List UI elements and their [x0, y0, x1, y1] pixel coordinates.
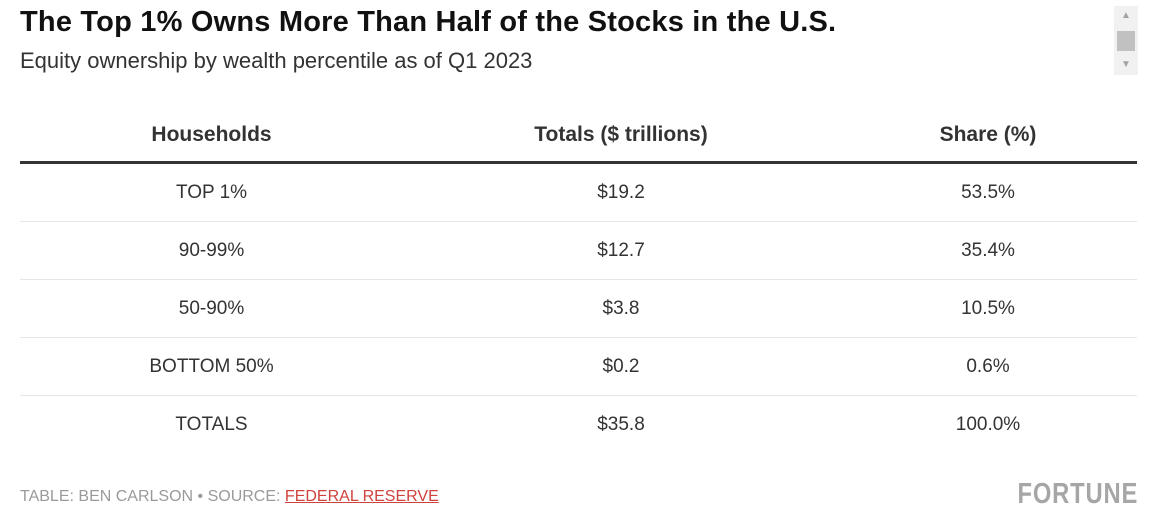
scroll-up-icon[interactable]: ▲: [1121, 10, 1131, 21]
cell-totals: $12.7: [597, 239, 645, 261]
cell-households: TOTALS: [175, 413, 248, 435]
cell-totals: $19.2: [597, 181, 645, 203]
scrollbar[interactable]: ▲ ▼: [1114, 6, 1138, 75]
table-row: TOP 1% $19.2 53.5%: [20, 164, 1137, 222]
fortune-logo: FORTUNE: [1017, 478, 1138, 510]
table-row: 90-99% $12.7 35.4%: [20, 222, 1137, 280]
cell-share: 35.4%: [961, 239, 1015, 261]
cell-households: 90-99%: [178, 239, 245, 261]
cell-share: 0.6%: [966, 355, 1010, 377]
table-row: BOTTOM 50% $0.2 0.6%: [20, 338, 1137, 396]
column-header-households: Households: [151, 122, 272, 146]
cell-households: 50-90%: [178, 297, 245, 319]
cell-totals: $3.8: [602, 297, 640, 319]
footer-credit: TABLE: BEN CARLSON • SOURCE: FEDERAL RES…: [20, 488, 439, 506]
cell-share: 53.5%: [961, 181, 1015, 203]
cell-totals: $35.8: [597, 413, 645, 435]
cell-totals: $0.2: [602, 355, 640, 377]
column-header-share: Share (%): [939, 122, 1037, 146]
chart-subtitle: Equity ownership by wealth percentile as…: [20, 48, 533, 73]
scroll-thumb[interactable]: [1117, 31, 1135, 51]
scroll-down-icon[interactable]: ▼: [1121, 59, 1131, 70]
cell-households: BOTTOM 50%: [149, 355, 274, 377]
table-row-totals: TOTALS $35.8 100.0%: [20, 396, 1137, 453]
cell-share: 10.5%: [961, 297, 1015, 319]
column-header-totals: Totals ($ trillions): [534, 122, 708, 146]
cell-households: TOP 1%: [175, 181, 248, 203]
table-row: 50-90% $3.8 10.5%: [20, 280, 1137, 338]
cell-share: 100.0%: [955, 413, 1021, 435]
chart-title: The Top 1% Owns More Than Half of the St…: [20, 6, 837, 38]
source-link[interactable]: FEDERAL RESERVE: [284, 488, 439, 505]
table-header: Households Totals ($ trillions) Share (%…: [20, 108, 1137, 164]
credit-text: TABLE: BEN CARLSON • SOURCE:: [20, 488, 285, 505]
data-table: Households Totals ($ trillions) Share (%…: [20, 108, 1137, 453]
